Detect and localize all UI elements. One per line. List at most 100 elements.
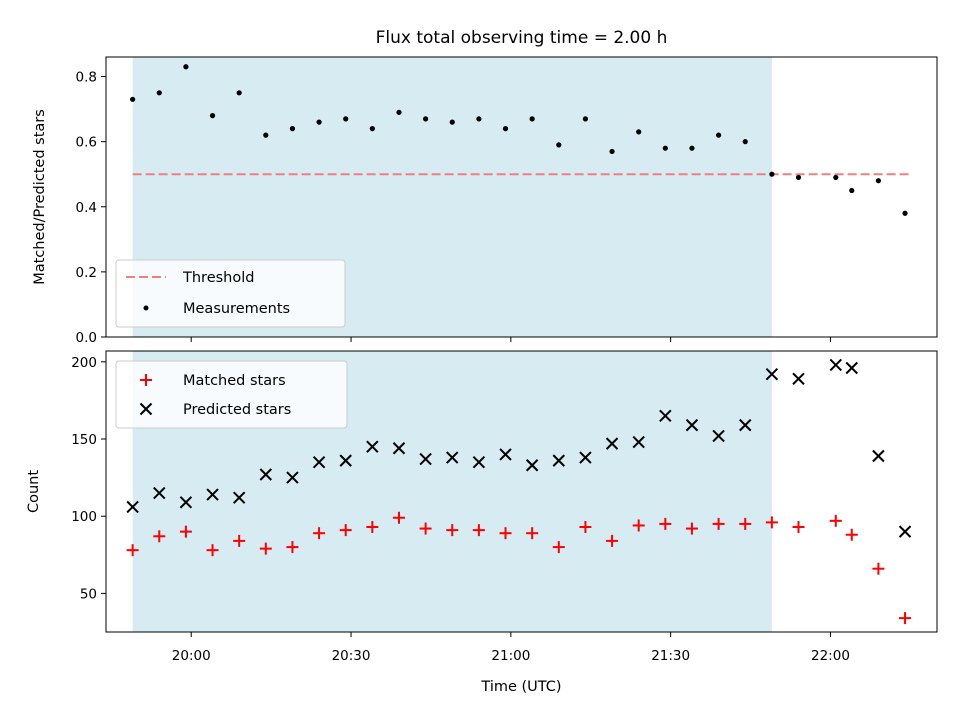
matched-star-point <box>446 524 459 537</box>
top-axes-frame <box>105 56 938 338</box>
predicted-star-point <box>712 429 725 443</box>
x-tick-label: 20:30 <box>332 648 371 664</box>
measurement-point <box>236 90 242 96</box>
matched-star-point <box>339 524 352 537</box>
matched-star-point <box>206 544 219 557</box>
legend-predicted-swatch <box>139 402 153 416</box>
measurement-point <box>183 64 189 70</box>
matched-star-point <box>313 527 326 540</box>
measurement-point <box>502 126 509 132</box>
legend-predicted-label: Predicted stars <box>183 402 291 418</box>
x-tick-label: 21:00 <box>491 648 530 664</box>
predicted-star-point <box>872 449 885 463</box>
measurement-point <box>556 142 562 148</box>
predicted-star-point <box>632 435 645 449</box>
chart-title: Flux total observing time = 2.00 h <box>376 28 668 48</box>
predicted-star-point <box>232 491 246 504</box>
matched-star-point <box>419 522 432 535</box>
measurement-point <box>343 116 349 122</box>
matched-star-point <box>472 524 485 537</box>
measurement-point <box>849 187 855 194</box>
top-y-tick-label: 0.4 <box>76 200 97 216</box>
predicted-star-point <box>829 358 842 372</box>
top-y-tick-label: 0.0 <box>76 330 97 346</box>
legend-matched-label: Matched stars <box>183 373 286 389</box>
top-y-tick-label: 0.2 <box>76 265 97 281</box>
matched-star-point <box>712 517 725 530</box>
x-tick-label: 21:30 <box>651 648 690 664</box>
top-x-axis-ticks <box>190 337 831 342</box>
legend-measurements-label: Measurements <box>183 301 290 317</box>
measurement-point <box>316 119 322 125</box>
predicted-star-point <box>659 409 672 423</box>
measurement-point <box>263 132 269 138</box>
measurement-point <box>289 126 296 132</box>
predicted-star-point <box>845 361 858 375</box>
matched-star-point <box>606 534 619 547</box>
matched-star-point <box>259 542 272 555</box>
matched-star-point <box>366 521 379 534</box>
predicted-star-point <box>898 525 912 538</box>
matched-star-point <box>126 544 139 557</box>
predicted-star-point <box>206 488 219 501</box>
matched-star-point <box>765 516 778 529</box>
predicted-star-point <box>366 440 379 453</box>
measurement-point <box>833 174 839 181</box>
predicted-star-point <box>259 468 273 481</box>
top-y-tick-label: 0.8 <box>76 70 97 86</box>
x-axis-label: Time (UTC) <box>480 679 561 695</box>
measurement-point <box>689 145 695 151</box>
matched-star-point <box>829 514 842 527</box>
matched-star-point <box>499 527 512 540</box>
matched-star-point <box>739 517 752 530</box>
predicted-star-point <box>525 459 539 472</box>
matched-star-point <box>392 511 405 524</box>
matched-star-point <box>659 517 672 530</box>
top-y-axis-label: Matched/Predicted stars <box>32 109 48 285</box>
predicted-star-point <box>739 418 752 432</box>
predicted-star-point <box>579 451 592 464</box>
predicted-star-point <box>472 455 486 469</box>
matched-star-point <box>685 522 698 535</box>
bottom-legend-box <box>115 360 348 429</box>
measurement-point <box>529 116 535 122</box>
measurement-point <box>902 210 908 216</box>
matched-star-point <box>899 612 912 625</box>
bottom-y-axis-ticks: 50 100 150 200 <box>71 355 106 602</box>
matched-star-point <box>872 562 885 575</box>
matched-star-point <box>233 534 246 547</box>
legend-measurements-swatch <box>143 305 149 311</box>
top-panel: 0.0 0.2 0.4 0.6 0.8 Flux total observing tim… <box>32 28 938 346</box>
measurement-point <box>742 139 748 145</box>
bottom-panel: 50 100 150 200 20:00 20:30 21:00 21:30 22:00 Co… <box>26 350 938 695</box>
predicted-star-point <box>605 437 619 450</box>
predicted-star-point <box>339 454 352 467</box>
top-y-axis-ticks: 0.0 0.2 0.4 0.6 0.8 <box>76 70 106 346</box>
bottom-marks <box>126 358 912 625</box>
predicted-star-point <box>792 372 805 385</box>
measurement-point <box>423 116 429 122</box>
measurement-point <box>609 148 615 155</box>
bottom-y-tick-label: 200 <box>71 355 97 371</box>
predicted-star-point <box>153 486 166 500</box>
matched-star-point <box>153 530 166 543</box>
top-legend: Threshold Measurements <box>115 259 346 328</box>
measurement-point <box>209 113 216 119</box>
matched-star-point <box>579 521 592 534</box>
predicted-star-point <box>286 471 299 484</box>
predicted-star-point <box>446 451 459 464</box>
predicted-star-point <box>499 448 512 461</box>
predicted-star-point <box>552 454 565 467</box>
predicted-star-point <box>179 496 193 509</box>
matched-star-point <box>792 521 805 534</box>
measurement-point <box>156 90 162 96</box>
measurement-point <box>715 132 722 138</box>
legend-matched-swatch <box>140 374 152 386</box>
measurement-point <box>476 116 482 122</box>
measurement-point <box>582 116 589 122</box>
measurement-point <box>130 96 136 102</box>
bottom-axes-frame <box>105 350 938 633</box>
x-tick-label: 20:00 <box>172 648 211 664</box>
matched-star-point <box>286 541 299 554</box>
